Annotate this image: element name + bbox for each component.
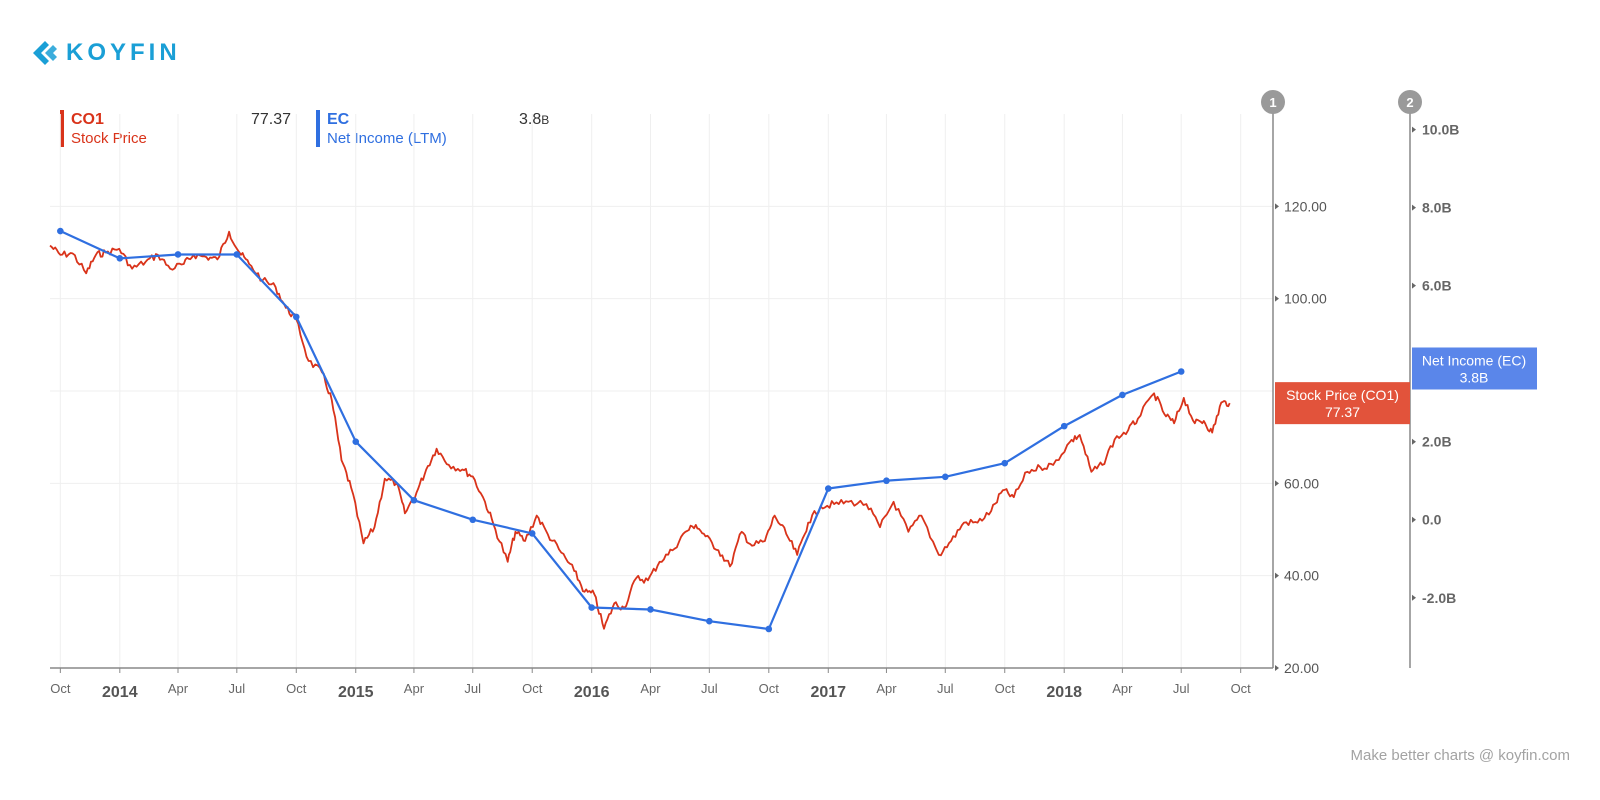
series-point-net-income	[233, 251, 241, 258]
y2-tick-label: 6.0B	[1422, 278, 1452, 294]
y2-tick-mark	[1412, 516, 1416, 523]
x-tick-label: Jul	[1173, 681, 1190, 696]
y1-tick-mark	[1275, 572, 1279, 579]
legend-metric: Net Income (LTM)	[327, 130, 447, 147]
chart-axes: Oct 2014 Apr Jul Oct 2015 Apr Jul Oct 2016 Apr Jul O…	[50, 90, 1459, 701]
legend-metric: Stock Price	[71, 130, 147, 147]
y1-tick-label: 60.00	[1284, 475, 1319, 491]
series-line-net-income	[59, 230, 1182, 631]
y1-tick-mark	[1275, 480, 1279, 487]
y2-tick-mark	[1412, 204, 1416, 211]
x-tick-label: Oct	[995, 681, 1016, 696]
series-point-net-income	[647, 606, 654, 613]
series-point-net-income	[1177, 368, 1185, 375]
series-point-net-income	[941, 473, 949, 481]
y1-tick-label: 20.00	[1284, 660, 1319, 676]
y2-tick-mark	[1412, 594, 1416, 601]
legend-ticker: CO1	[71, 111, 104, 128]
legend-item-ec[interactable]: EC Net Income (LTM) 3.8B	[316, 110, 576, 150]
x-tick-label: 2014	[102, 684, 138, 701]
series-point-net-income	[469, 516, 477, 524]
series-point-net-income	[765, 625, 773, 633]
chart-grid	[50, 114, 1273, 669]
series-point-net-income	[1001, 459, 1009, 467]
y2-tick-mark	[1412, 438, 1416, 445]
chart-value-labels: Stock Price (CO1)77.37 Net Income (EC)3.8…	[1275, 347, 1537, 425]
y2-tick-label: 2.0B	[1422, 434, 1452, 450]
y1-tick-label: 40.00	[1284, 568, 1319, 584]
koyfin-logo[interactable]: KOYFIN	[32, 38, 181, 68]
series-point-net-income	[116, 255, 124, 262]
series-point-net-income	[174, 251, 182, 258]
x-tick-label: 2015	[338, 684, 374, 701]
series-point-net-income	[588, 604, 595, 611]
y1-tick-mark	[1275, 295, 1279, 302]
brand-name: KOYFIN	[66, 39, 181, 66]
x-tick-label: 2016	[574, 684, 610, 701]
series-point-net-income	[1060, 422, 1068, 430]
y2-tick-label: 8.0B	[1422, 200, 1452, 216]
axis-badge	[1261, 90, 1285, 114]
legend-color-bar	[60, 110, 64, 147]
x-tick-label: Jul	[701, 681, 718, 696]
x-tick-label: Jul	[464, 681, 481, 696]
y1-tick-label: 120.00	[1284, 198, 1327, 214]
last-value-box-stock-price	[1275, 382, 1410, 425]
x-tick-label: Apr	[404, 681, 425, 696]
series-line-stock-price	[49, 230, 1231, 630]
y1-tick-label: 100.00	[1284, 291, 1327, 307]
series-point-net-income	[292, 313, 300, 321]
x-tick-label: Apr	[168, 681, 189, 696]
koyfin-logo-icon	[33, 41, 57, 65]
last-value-number: 3.8B	[1460, 369, 1489, 385]
axis-badge-label: 1	[1269, 95, 1276, 110]
y1-tick-mark	[1275, 665, 1279, 671]
x-tick-label: 2017	[810, 684, 846, 701]
series-point-net-income	[528, 530, 536, 537]
x-tick-label: Oct	[522, 681, 543, 696]
legend-color-bar	[316, 110, 320, 147]
legend-item-co1[interactable]: CO1 Stock Price 77.37	[60, 110, 300, 150]
axis-badge-label: 2	[1406, 95, 1413, 110]
series-point-net-income	[410, 496, 418, 504]
series-point-net-income	[883, 477, 890, 485]
x-tick-label: Oct	[286, 681, 307, 696]
axis-badge	[1398, 90, 1422, 114]
last-value-series-name: Stock Price (CO1)	[1286, 387, 1399, 403]
series-point-net-income	[352, 438, 360, 446]
series-point-net-income	[824, 485, 832, 492]
y2-tick-label: 0.0	[1422, 512, 1442, 528]
y2-tick-mark	[1412, 282, 1416, 289]
last-value-series-name: Net Income (EC)	[1422, 352, 1526, 368]
x-tick-label: Oct	[1231, 681, 1252, 696]
x-tick-label: Jul	[228, 681, 245, 696]
x-tick-label: Apr	[876, 681, 897, 696]
legend-value: 77.37	[251, 111, 292, 128]
y2-tick-label: -2.0B	[1422, 590, 1456, 606]
footer-credit[interactable]: Make better charts @ koyfin.com	[1350, 747, 1570, 764]
x-tick-label: Oct	[759, 681, 780, 696]
chart-series	[49, 227, 1231, 633]
series-point-net-income	[57, 227, 64, 235]
x-tick-label: Apr	[640, 681, 661, 696]
x-tick-label: Jul	[937, 681, 954, 696]
y2-tick-mark	[1412, 126, 1416, 133]
x-tick-label: Apr	[1112, 681, 1133, 696]
legend-value: 3.8B	[519, 111, 550, 128]
last-value-box-net-income	[1412, 347, 1537, 390]
x-tick-label: 2018	[1046, 684, 1082, 701]
series-point-net-income	[1119, 391, 1126, 399]
y2-tick-label: 10.0B	[1422, 122, 1459, 138]
series-point-net-income	[706, 617, 713, 625]
x-tick-label: Oct	[50, 681, 71, 696]
last-value-number: 77.37	[1325, 404, 1360, 420]
legend-ticker: EC	[327, 111, 350, 128]
y1-tick-mark	[1275, 203, 1279, 210]
